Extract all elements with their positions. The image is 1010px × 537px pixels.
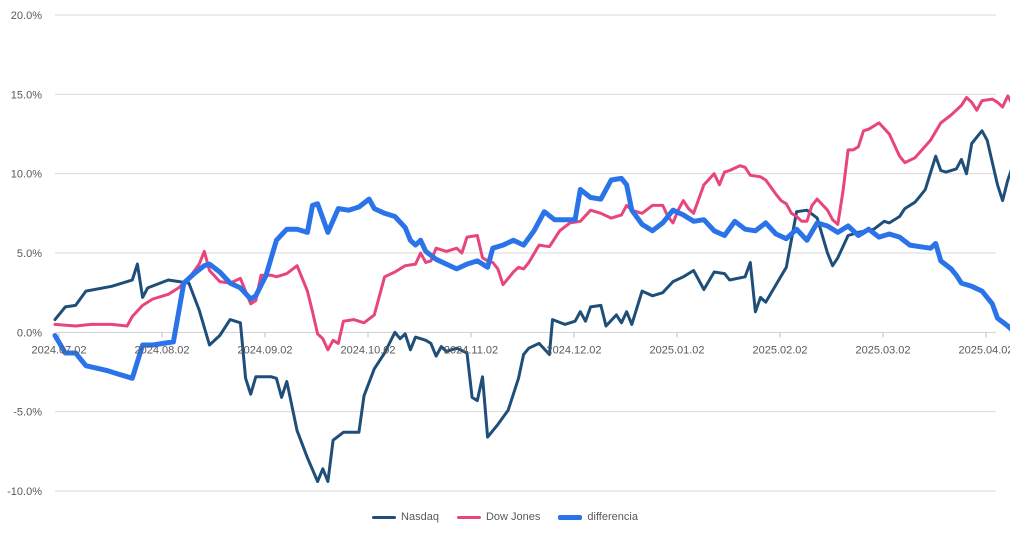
x-tick-label: 2024.12.02 bbox=[546, 344, 601, 356]
y-tick-label: 15.0% bbox=[11, 89, 42, 101]
gridlines bbox=[55, 14, 996, 492]
series-line-differencia bbox=[52, 175, 1010, 381]
legend-item-dow-jones[interactable]: Dow Jones bbox=[456, 511, 541, 523]
y-tick-label: 10.0% bbox=[11, 169, 42, 181]
x-tick-label: 2025.01.02 bbox=[649, 344, 704, 356]
y-tick-label: 0.0% bbox=[17, 327, 42, 339]
y-tick-label: -10.0% bbox=[7, 486, 42, 498]
x-tick-label: 2025.03.02 bbox=[855, 344, 910, 356]
x-axis-tick-labels: 2024.07.02 2024.08.02 2024.09.02 2024.10.02… bbox=[31, 332, 1010, 356]
legend-item-differencia[interactable]: differencia bbox=[558, 511, 638, 523]
legend-swatch-nasdaq bbox=[372, 515, 397, 519]
series-lines bbox=[52, 94, 1010, 483]
y-tick-label: -5.0% bbox=[13, 407, 42, 419]
series-line-nasdaq bbox=[53, 129, 1010, 483]
legend-label-differencia: differencia bbox=[587, 511, 638, 523]
legend-label-dow-jones: Dow Jones bbox=[485, 511, 541, 523]
y-axis-tick-labels: -10.0% -5.0% 0.0% 5.0% 10.0% 15.0% 20.0% bbox=[7, 10, 42, 498]
x-tick-label: 2025.04.02 bbox=[958, 344, 1010, 356]
x-tick-label: 2025.02.02 bbox=[752, 344, 807, 356]
legend-swatch-dow-jones bbox=[456, 515, 481, 519]
x-tick-label: 2024.08.02 bbox=[134, 344, 189, 356]
legend-swatch-differencia bbox=[558, 514, 583, 520]
legend-item-nasdaq[interactable]: Nasdaq bbox=[372, 511, 439, 523]
y-tick-label: 5.0% bbox=[17, 248, 42, 260]
y-tick-label: 20.0% bbox=[11, 10, 42, 22]
x-tick-label: 2024.10.02 bbox=[340, 344, 395, 356]
legend-label-nasdaq: Nasdaq bbox=[401, 511, 439, 523]
series-line-dow-jones bbox=[53, 94, 1010, 352]
x-tick-label: 2024.09.02 bbox=[237, 344, 292, 356]
x-tick-label: 2024.11.02 bbox=[444, 344, 498, 356]
x-tick-label: 2024.07.02 bbox=[31, 344, 86, 356]
legend: Nasdaq Dow Jones differencia bbox=[0, 511, 1010, 523]
